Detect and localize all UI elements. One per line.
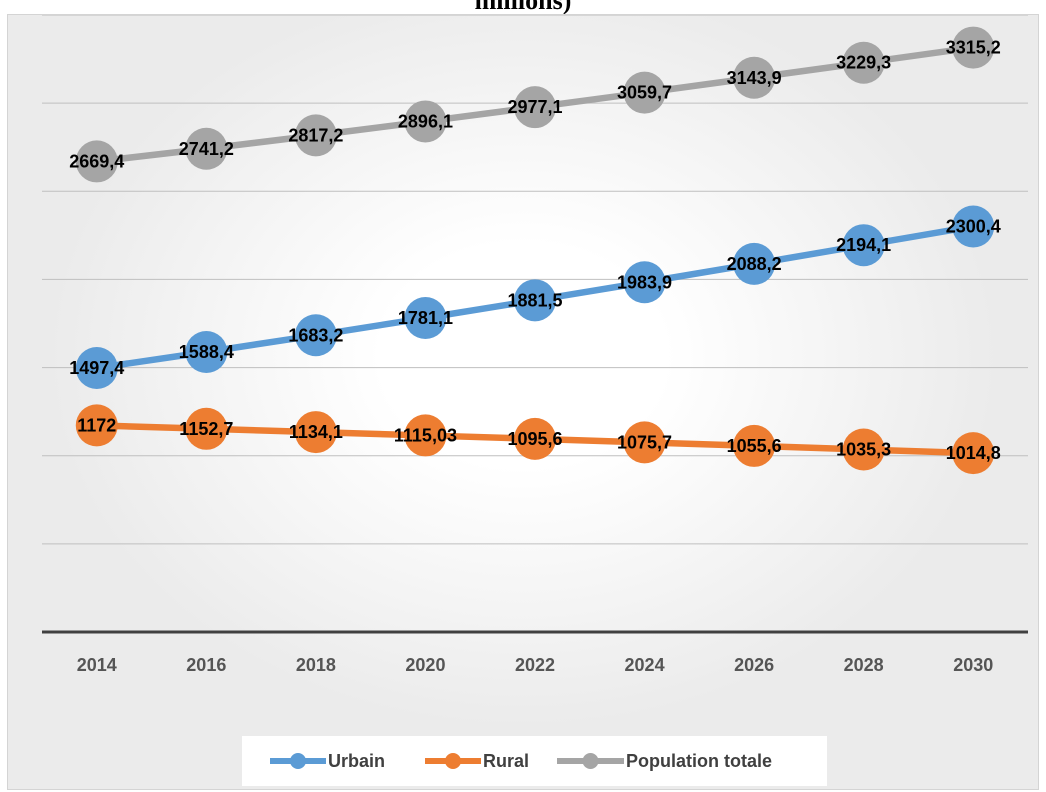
data-label: 2741,2: [179, 139, 234, 159]
data-point: [842, 224, 885, 267]
data-labels-population-totale: 2669,4 2741,2 2817,2 2896,1 2977,1 3059,7 3143…: [69, 38, 1001, 172]
data-point: [75, 140, 118, 183]
data-point: [842, 41, 885, 84]
data-label: 1497,4: [69, 358, 124, 378]
x-axis: 2014 2016 2018 2020 2022 2024 2026 2028 2030: [42, 630, 1028, 675]
legend: Urbain Rural Population totale: [242, 736, 827, 786]
data-label: 2194,1: [836, 235, 891, 255]
data-label: 1134,1: [289, 422, 343, 442]
series-group: 2669,4 2741,2 2817,2 2896,1 2977,1 3059,7 3143…: [69, 26, 1001, 475]
data-label: 2300,4: [946, 216, 1001, 236]
x-tick-label: 2024: [625, 655, 665, 675]
series-population-totale: [75, 26, 995, 183]
data-point: [514, 279, 556, 322]
data-label: 1055,6: [727, 436, 782, 456]
data-label: 1683,2: [288, 325, 343, 345]
data-point: [842, 428, 885, 471]
data-point: [185, 127, 228, 170]
data-labels-rural: 1172 1152,7 1134,1 1115,03 1095,6 1075,7 1055,…: [77, 415, 1001, 463]
data-point: [733, 242, 776, 285]
x-tick-label: 2030: [953, 655, 993, 675]
data-label: 1075,7: [617, 432, 672, 452]
data-point: [952, 432, 995, 475]
chart-area: 2014 2016 2018 2020 2022 2024 2026 2028 2030 266…: [7, 14, 1039, 790]
legend-label: Rural: [483, 751, 529, 771]
data-point: [75, 404, 118, 447]
data-point: [733, 424, 776, 467]
legend-item-rural: Rural: [425, 751, 529, 771]
data-point: [294, 114, 337, 157]
data-point: [733, 56, 776, 99]
x-tick-label: 2014: [77, 655, 117, 675]
data-point: [75, 347, 118, 390]
legend-item-urbain: Urbain: [270, 751, 385, 771]
data-point: [514, 417, 556, 460]
legend-marker: [582, 753, 599, 769]
data-label: 2817,2: [288, 125, 343, 145]
data-label: 1035,3: [836, 439, 891, 459]
data-labels-urbain: 1497,4 1588,4 1683,2 1781,1 1881,5 1983,9 2088…: [69, 216, 1001, 378]
data-label: 2977,1: [507, 97, 562, 117]
data-label: 2896,1: [398, 111, 453, 131]
data-label: 1014,8: [946, 443, 1001, 463]
data-label: 1983,9: [617, 272, 672, 292]
legend-label: Population totale: [626, 751, 772, 771]
legend-box: [242, 736, 827, 786]
legend-label: Urbain: [328, 751, 385, 771]
data-label: 1115,03: [394, 425, 457, 445]
data-point: [404, 297, 447, 340]
data-point: [185, 407, 228, 450]
data-label: 1588,4: [179, 342, 234, 362]
data-point: [185, 330, 228, 373]
line-chart: 2014 2016 2018 2020 2022 2024 2026 2028 2030 266…: [42, 15, 1028, 786]
data-point: [952, 26, 995, 69]
data-label: 1095,6: [507, 429, 562, 449]
legend-marker: [445, 753, 461, 769]
data-point: [623, 421, 666, 464]
data-point: [294, 314, 337, 357]
data-label: 1152,7: [179, 419, 233, 439]
x-tick-label: 2022: [515, 655, 555, 675]
data-point: [514, 86, 556, 129]
data-label: 2669,4: [69, 151, 124, 171]
data-point: [623, 71, 666, 114]
legend-item-population-totale: Population totale: [557, 751, 772, 771]
series-urbain: [75, 205, 995, 390]
data-label: 2088,2: [727, 254, 782, 274]
data-point: [623, 261, 666, 304]
data-point: [952, 205, 995, 248]
series-rural: [75, 404, 995, 475]
data-point: [294, 411, 337, 454]
chart-title: millions): [474, 0, 572, 15]
x-tick-label: 2020: [405, 655, 445, 675]
data-label: 1172: [77, 415, 116, 435]
x-tick-label: 2016: [186, 655, 226, 675]
data-label: 3229,3: [836, 53, 891, 73]
data-label: 3059,7: [617, 83, 672, 103]
data-label: 1781,1: [398, 308, 453, 328]
data-point: [404, 414, 447, 457]
data-label: 3315,2: [946, 38, 1001, 58]
x-tick-label: 2018: [296, 655, 336, 675]
data-label: 3143,9: [727, 68, 782, 88]
data-point: [404, 100, 447, 143]
data-label: 1881,5: [507, 290, 562, 310]
x-tick-label: 2028: [844, 655, 884, 675]
legend-marker: [290, 753, 306, 769]
x-tick-label: 2026: [734, 655, 774, 675]
